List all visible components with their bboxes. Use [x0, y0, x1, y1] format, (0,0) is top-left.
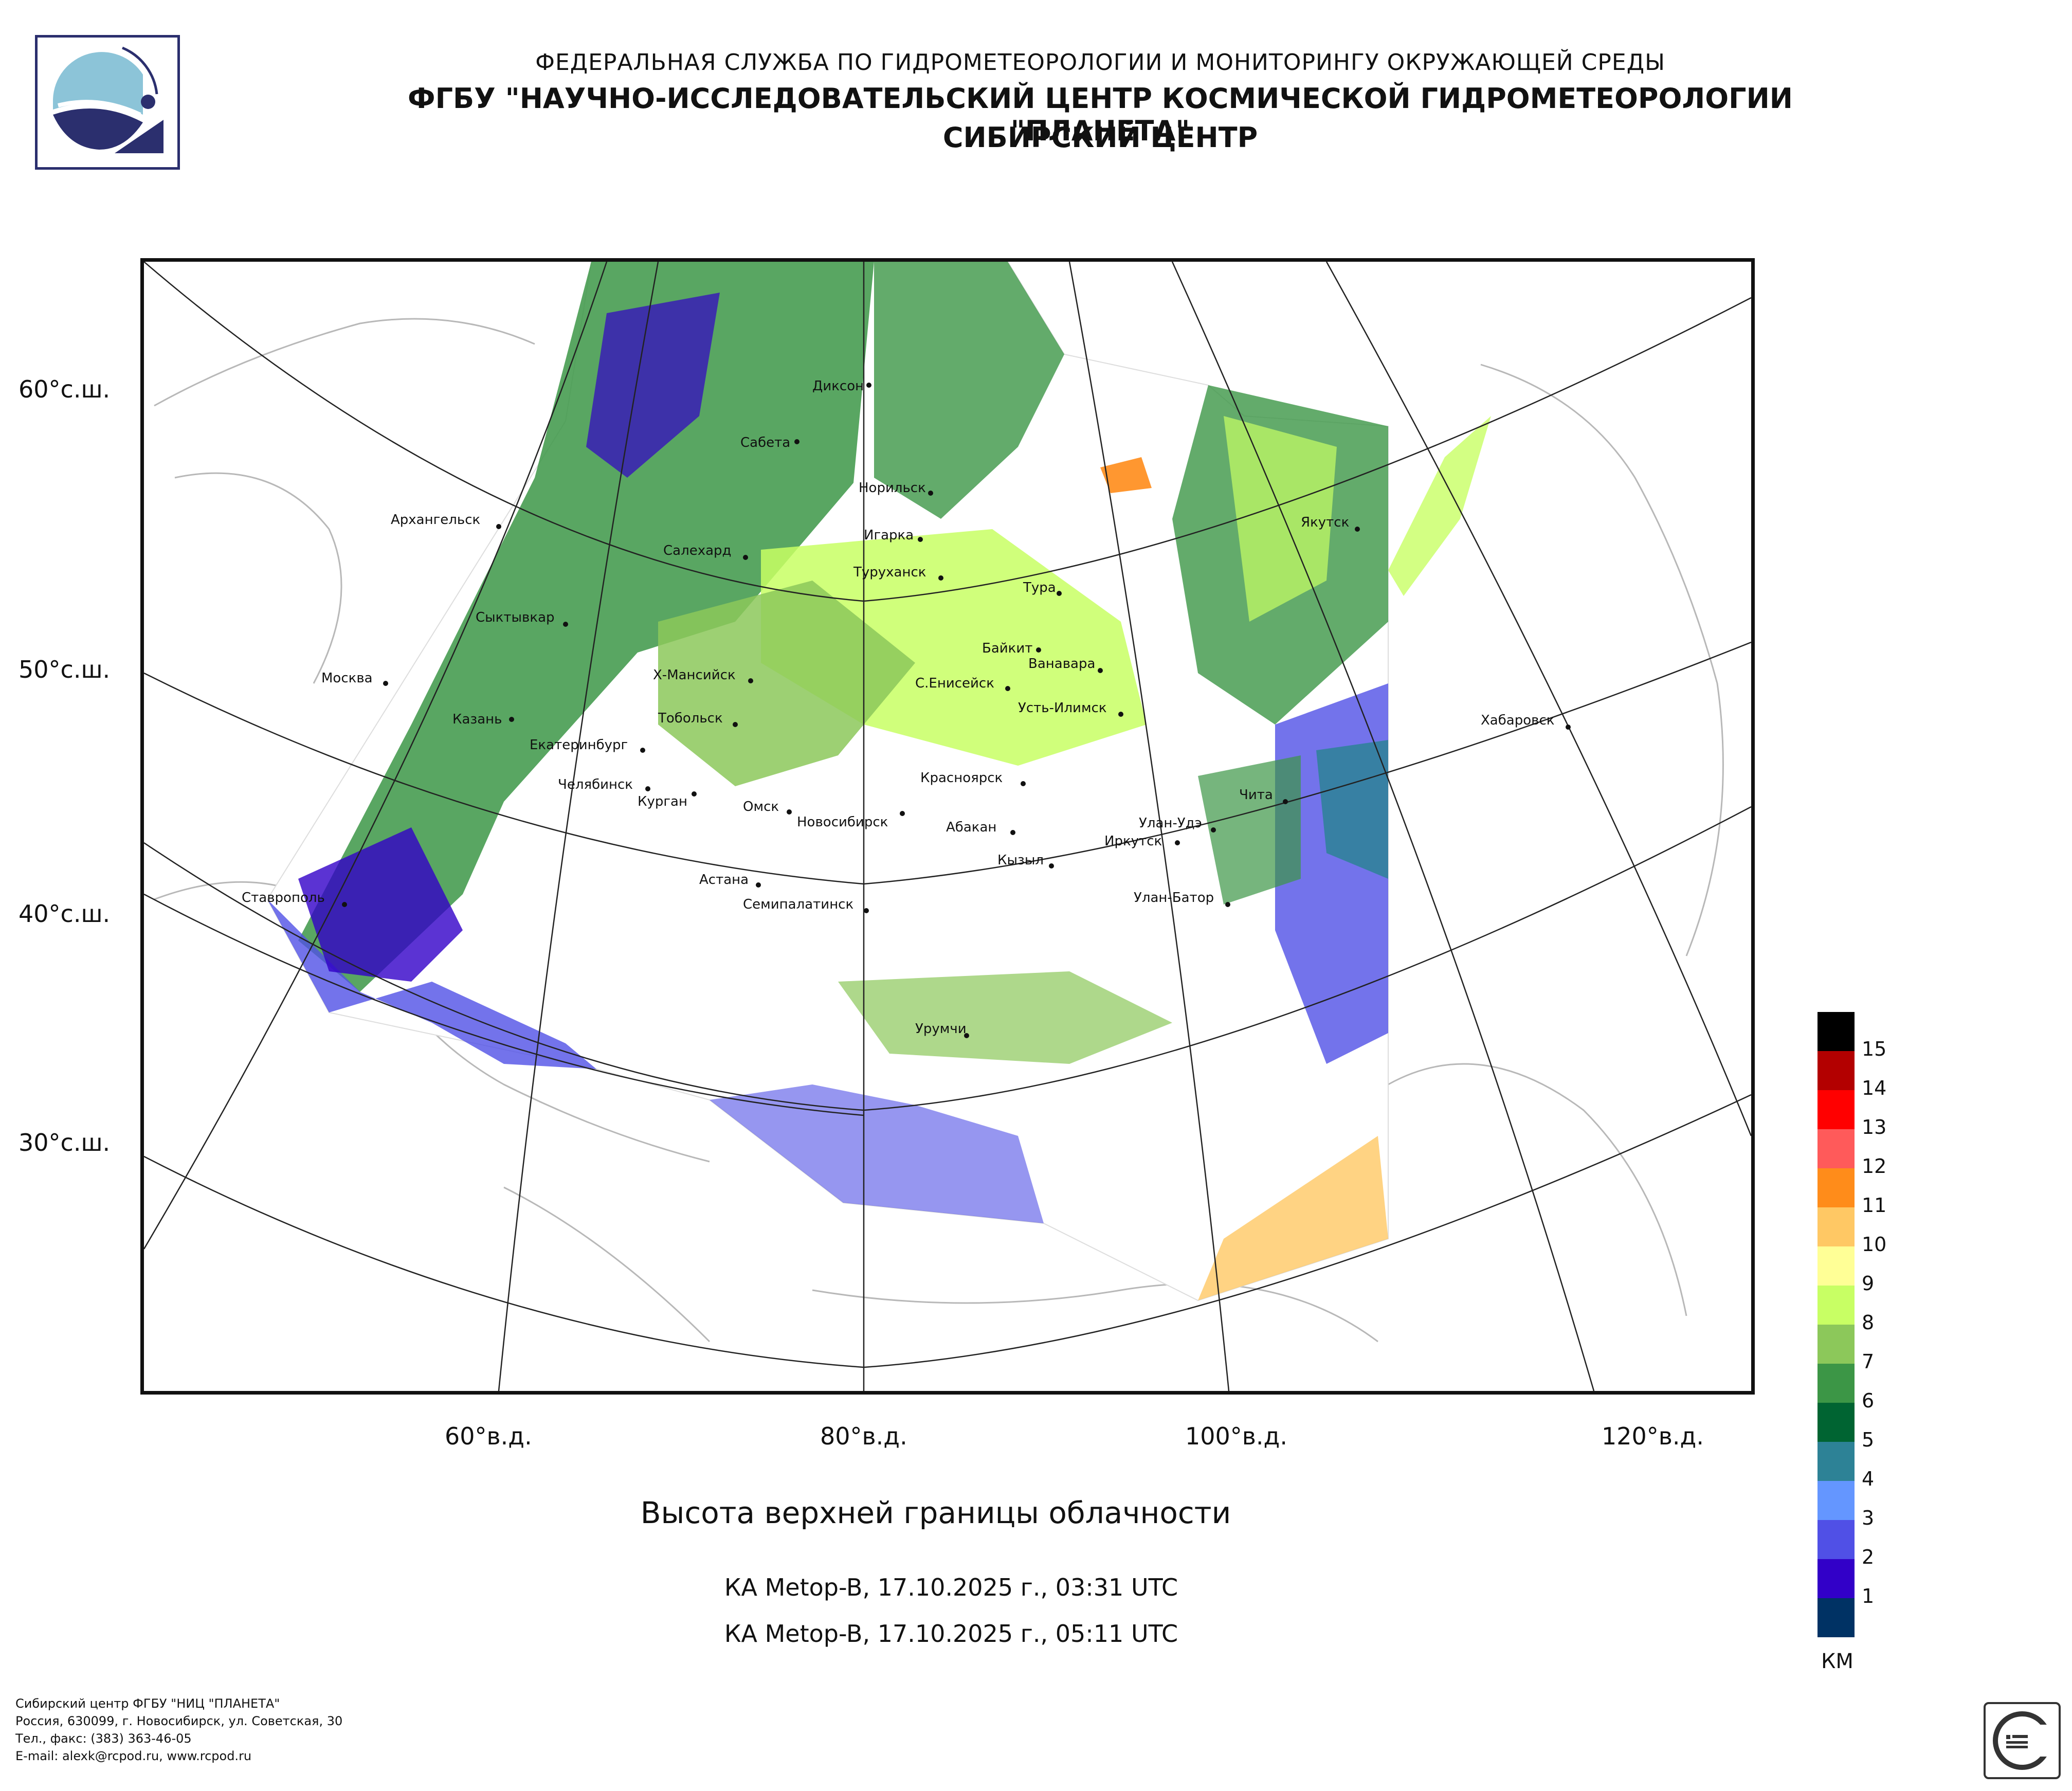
legend-unit: КМ — [1821, 1650, 1853, 1673]
city-turukhansk: Туруханск — [853, 565, 926, 580]
planeta-logo-icon — [51, 46, 163, 153]
product-title: Высота верхней границы облачности — [640, 1495, 1231, 1530]
lat-label-60: 60°с.ш. — [19, 375, 111, 403]
city-novosibirsk: Новосибирск — [797, 815, 888, 830]
legend-level-15: 15 — [1862, 1038, 1887, 1060]
lon-label-80: 80°в.д. — [820, 1422, 907, 1450]
legend-level-3: 3 — [1862, 1507, 1875, 1529]
legend-level-6: 6 — [1862, 1389, 1875, 1412]
legend-swatch — [1817, 1168, 1855, 1207]
city-markers: Диксон Сабета Норильск Архангельск Игарк… — [242, 378, 1571, 1038]
footer-address: Россия, 630099, г. Новосибирск, ул. Сове… — [15, 1714, 343, 1728]
city-ulan-ude: Улан-Удэ — [1139, 816, 1202, 831]
legend-level-14: 14 — [1862, 1077, 1887, 1099]
city-norilsk: Норильск — [859, 480, 926, 496]
legend-level-11: 11 — [1862, 1194, 1887, 1217]
planeta-logo — [35, 35, 180, 170]
city-kurgan: Курган — [638, 794, 687, 809]
legend-swatch — [1817, 1129, 1855, 1168]
city-chelyabinsk: Челябинск — [558, 777, 633, 792]
lat-label-30: 30°с.ш. — [19, 1129, 111, 1156]
city-urumqi: Урумчи — [915, 1021, 967, 1037]
lon-label-100: 100°в.д. — [1185, 1422, 1287, 1450]
city-tobolsk: Тобольск — [658, 711, 723, 726]
legend-level-5: 5 — [1862, 1428, 1875, 1451]
city-dikson: Диксон — [812, 378, 864, 394]
legend-swatch — [1817, 1481, 1855, 1520]
city-stavropol: Ставрополь — [242, 890, 325, 906]
footer-phone: Тел., факс: (383) 363-46-05 — [15, 1731, 192, 1746]
header-agency: ФЕДЕРАЛЬНАЯ СЛУЖБА ПО ГИДРОМЕТЕОРОЛОГИИ … — [535, 49, 1665, 76]
legend-level-8: 8 — [1862, 1311, 1875, 1334]
legend-swatch — [1817, 1246, 1855, 1286]
legend-level-7: 7 — [1862, 1350, 1875, 1373]
iso-certification-icon — [1984, 1702, 2061, 1779]
city-astana: Астана — [699, 872, 749, 888]
city-arkhangelsk: Архангельск — [391, 512, 480, 528]
legend-level-4: 4 — [1862, 1468, 1875, 1490]
lon-label-60: 60°в.д. — [445, 1422, 532, 1450]
legend-swatch — [1817, 1403, 1855, 1442]
city-s-eniseysk: С.Енисейск — [915, 676, 994, 691]
header-center: СИБИРСКИЙ ЦЕНТР — [942, 121, 1258, 154]
legend-swatch — [1817, 1520, 1855, 1559]
legend-level-9: 9 — [1862, 1272, 1875, 1295]
footer-email: E-mail: alexk@rcpod.ru, www.rcpod.ru — [15, 1749, 252, 1763]
city-semipalatinsk: Семипалатинск — [743, 897, 853, 912]
legend-level-13: 13 — [1862, 1116, 1887, 1138]
city-irkutsk: Иркутск — [1104, 834, 1162, 849]
cloud-top-height-map: Диксон Сабета Норильск Архангельск Игарк… — [140, 258, 1755, 1395]
city-kazan: Казань — [452, 712, 502, 727]
satellite-pass-2: КА Metop-B, 17.10.2025 г., 05:11 UTC — [724, 1620, 1178, 1648]
city-syktyvkar: Сыктывкар — [476, 610, 555, 625]
city-sabeta: Сабета — [740, 435, 790, 450]
city-yekaterinburg: Екатеринбург — [530, 737, 628, 753]
city-kh-mansiysk: Х-Мансийск — [653, 667, 736, 683]
city-yakutsk: Якутск — [1301, 515, 1349, 530]
legend-swatch — [1817, 1598, 1855, 1637]
city-omsk: Омск — [743, 799, 779, 815]
legend-level-2: 2 — [1862, 1546, 1875, 1568]
footer-contacts: Сибирский центр ФГБУ "НИЦ "ПЛАНЕТА" Росс… — [15, 1695, 342, 1765]
legend-swatch — [1817, 1051, 1855, 1090]
legend-swatch — [1817, 1090, 1855, 1129]
city-tura: Тура — [1023, 580, 1056, 595]
city-salekhard: Салехард — [663, 543, 732, 558]
legend-level-1: 1 — [1862, 1585, 1875, 1607]
city-ust-ilimsk: Усть-Илимск — [1018, 700, 1107, 716]
legend-swatch — [1817, 1442, 1855, 1481]
city-abakan: Абакан — [946, 820, 996, 835]
satellite-pass-1: КА Metop-B, 17.10.2025 г., 03:31 UTC — [724, 1573, 1178, 1601]
map-canvas: Диксон Сабета Норильск Архангельск Игарк… — [144, 262, 1751, 1391]
graticule — [144, 262, 1751, 1391]
city-moscow: Москва — [321, 671, 373, 686]
city-ulan-bator: Улан-Батор — [1134, 890, 1214, 906]
satellite-swath — [266, 262, 1491, 1301]
lat-label-40: 40°с.ш. — [19, 900, 111, 928]
legend-swatch — [1817, 1559, 1855, 1598]
city-krasnoyarsk: Красноярск — [920, 770, 1003, 786]
legend-swatch — [1817, 1286, 1855, 1325]
city-igarka: Игарка — [864, 528, 914, 543]
city-baykit: Байкит — [982, 641, 1032, 656]
legend-level-12: 12 — [1862, 1155, 1887, 1178]
lat-label-50: 50°с.ш. — [19, 656, 111, 683]
legend-swatch — [1817, 1325, 1855, 1364]
header-institute: ФГБУ "НАУЧНО-ИССЛЕДОВАТЕЛЬСКИЙ ЦЕНТР КОС… — [408, 82, 1793, 147]
legend-level-10: 10 — [1862, 1233, 1887, 1256]
city-kyzyl: Кызыл — [997, 853, 1044, 868]
legend-swatch — [1817, 1364, 1855, 1403]
city-vanavara: Ванавара — [1028, 656, 1095, 672]
footer-org: Сибирский центр ФГБУ "НИЦ "ПЛАНЕТА" — [15, 1696, 280, 1711]
iso-seal-icon — [1993, 1711, 2052, 1770]
city-khabarovsk: Хабаровск — [1481, 713, 1554, 728]
lon-label-120: 120°в.д. — [1602, 1422, 1704, 1450]
city-chita: Чита — [1239, 787, 1273, 803]
legend-swatch — [1817, 1207, 1855, 1246]
legend-swatch — [1817, 1012, 1855, 1051]
